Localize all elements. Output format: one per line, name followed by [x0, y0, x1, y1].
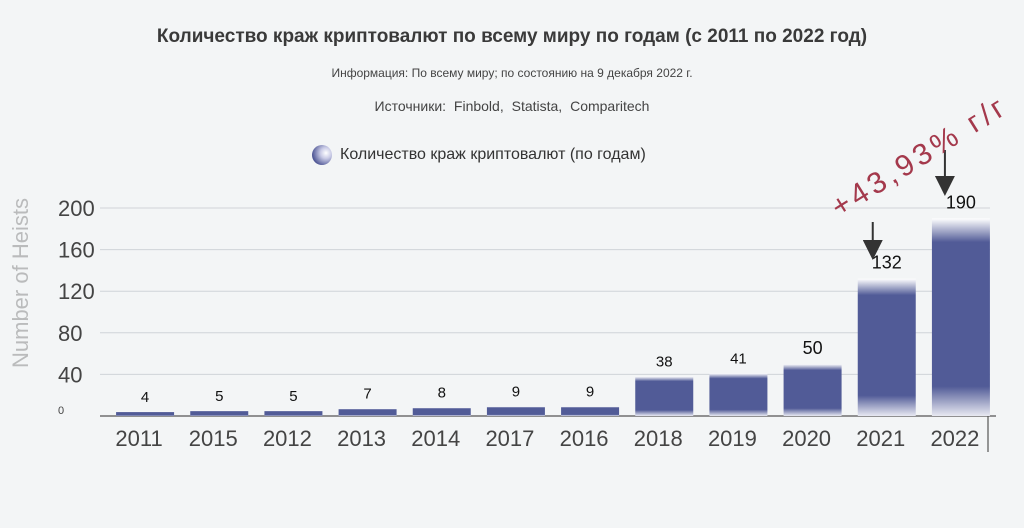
data-label: 9 — [512, 384, 520, 401]
data-label: 132 — [872, 253, 902, 273]
x-tick-label: 2015 — [189, 426, 238, 451]
x-tick-label: 2021 — [856, 426, 905, 451]
bar — [783, 364, 842, 416]
data-label: 7 — [363, 386, 371, 403]
x-tick-label: 2013 — [337, 426, 386, 451]
y-tick-label: 200 — [58, 196, 95, 221]
legend-label: Количество краж криптовалют (по годам) — [340, 146, 646, 163]
x-tick-label: 2022 — [930, 426, 979, 451]
bar — [635, 376, 694, 416]
y-tick-label: 160 — [58, 238, 95, 263]
x-tick-label: 2017 — [485, 426, 534, 451]
bar — [264, 410, 323, 416]
legend: Количество краж криптовалют (по годам) — [312, 144, 646, 166]
x-tick-label: 2016 — [560, 426, 609, 451]
y-tick-label-zero: 0 — [58, 405, 64, 417]
data-label: 9 — [586, 384, 594, 401]
y-tick-label: 40 — [58, 362, 82, 387]
bar — [709, 373, 768, 416]
data-label: 41 — [730, 350, 747, 367]
data-label: 50 — [803, 338, 823, 358]
bar — [857, 278, 916, 416]
data-label: 38 — [656, 353, 673, 370]
chart-sources: Источники: Finbold, Statista, Comparitec… — [374, 98, 650, 114]
data-label: 4 — [141, 389, 149, 406]
bar — [338, 408, 397, 416]
bar — [412, 407, 471, 416]
x-tick-label: 2018 — [634, 426, 683, 451]
x-tick-label: 2011 — [115, 426, 162, 451]
x-tick-label: 2020 — [782, 426, 831, 451]
bar — [931, 218, 990, 416]
data-label: 5 — [215, 388, 223, 405]
bar — [116, 411, 175, 416]
x-tick-label: 2019 — [708, 426, 757, 451]
y-tick-label: 120 — [58, 279, 95, 304]
bar — [190, 410, 249, 416]
chart-subtitle: Информация: По всему миру; по состоянию … — [331, 66, 693, 80]
chart-title: Количество краж криптовалют по всему мир… — [156, 26, 868, 47]
bar — [486, 406, 545, 416]
bar — [561, 406, 620, 416]
data-label: 8 — [438, 385, 446, 402]
x-tick-label: 2014 — [411, 426, 460, 451]
legend-swatch — [312, 145, 332, 165]
y-tick-label: 80 — [58, 321, 82, 346]
x-tick-label: 2012 — [263, 426, 312, 451]
data-label: 5 — [289, 388, 297, 405]
data-label: 190 — [946, 192, 976, 212]
